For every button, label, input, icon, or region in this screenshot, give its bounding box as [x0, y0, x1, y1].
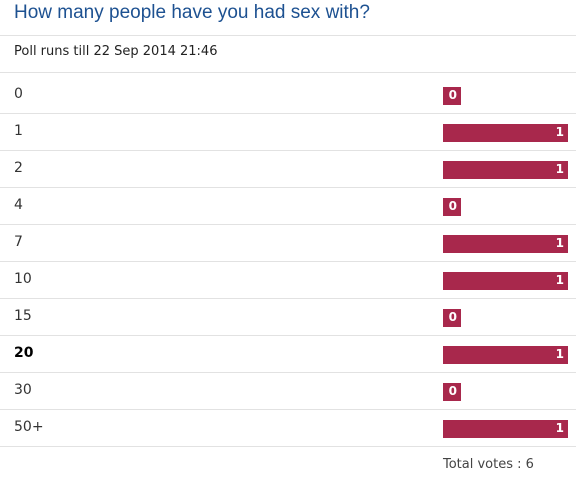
vote-count: 0 — [448, 88, 457, 102]
poll-subtitle: Poll runs till 22 Sep 2014 21:46 — [14, 44, 218, 59]
vote-bar: 0 — [443, 309, 461, 327]
option-label: 15 — [14, 308, 32, 324]
vote-count: 1 — [555, 273, 564, 287]
vote-count: 1 — [555, 125, 564, 139]
separator — [0, 409, 576, 410]
vote-count: 1 — [555, 421, 564, 435]
total-label: Total votes : — [443, 457, 522, 472]
separator — [0, 113, 576, 114]
vote-bar: 0 — [443, 198, 461, 216]
separator — [0, 224, 576, 225]
separator — [0, 72, 576, 73]
vote-bar: 1 — [443, 346, 568, 364]
separator — [0, 298, 576, 299]
vote-bar: 0 — [443, 383, 461, 401]
vote-bar: 1 — [443, 235, 568, 253]
separator — [0, 187, 576, 188]
option-label: 20 — [14, 345, 34, 361]
vote-bar: 1 — [443, 272, 568, 290]
option-label: 50+ — [14, 419, 44, 435]
total-votes: Total votes : 6 — [443, 457, 534, 472]
total-value: 6 — [525, 457, 534, 472]
vote-bar: 1 — [443, 124, 568, 142]
vote-bar: 1 — [443, 161, 568, 179]
option-label: 2 — [14, 160, 23, 176]
poll-title: How many people have you had sex with? — [14, 2, 370, 23]
vote-count: 0 — [448, 310, 457, 324]
vote-count: 0 — [448, 199, 457, 213]
vote-count: 1 — [555, 236, 564, 250]
option-label: 10 — [14, 271, 32, 287]
separator — [0, 150, 576, 151]
vote-bar: 1 — [443, 420, 568, 438]
option-label: 4 — [14, 197, 23, 213]
option-label: 30 — [14, 382, 32, 398]
option-label: 1 — [14, 123, 23, 139]
option-label: 0 — [14, 86, 23, 102]
vote-bar: 0 — [443, 87, 461, 105]
separator — [0, 261, 576, 262]
separator — [0, 446, 576, 447]
vote-count: 0 — [448, 384, 457, 398]
option-label: 7 — [14, 234, 23, 250]
separator — [0, 372, 576, 373]
vote-count: 1 — [555, 347, 564, 361]
separator — [0, 335, 576, 336]
separator — [0, 35, 576, 36]
vote-count: 1 — [555, 162, 564, 176]
